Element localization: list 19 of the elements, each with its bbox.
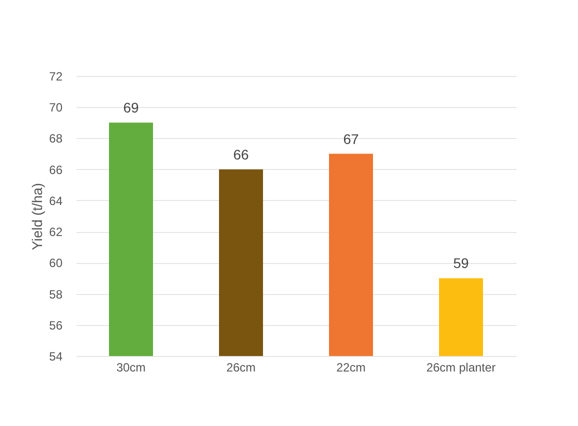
y-tick-label: 56 [49,318,63,332]
data-label: 59 [453,255,469,272]
y-tick-label: 66 [49,162,63,177]
data-label: 67 [343,130,359,147]
y-tick-label: 62 [49,225,63,240]
y-tick-label: 58 [49,287,63,302]
y-tick-label: 64 [49,194,63,208]
y-tick-label: 60 [49,256,63,270]
data-label: 69 [123,100,139,116]
y-tick-label: 68 [49,132,63,146]
y-tick-label: 54 [49,350,63,364]
x-tick-label: 26cm [226,360,256,374]
y-tick-label: 70 [49,100,63,115]
data-label: 66 [233,146,249,162]
y-axis-title: Yield (t/ha) [29,182,46,250]
x-tick-label: 22cm [336,360,366,374]
y-tick-label: 72 [49,70,63,84]
x-tick-label: 30cm [116,360,146,374]
x-tick-label: 26cm planter [426,360,496,374]
